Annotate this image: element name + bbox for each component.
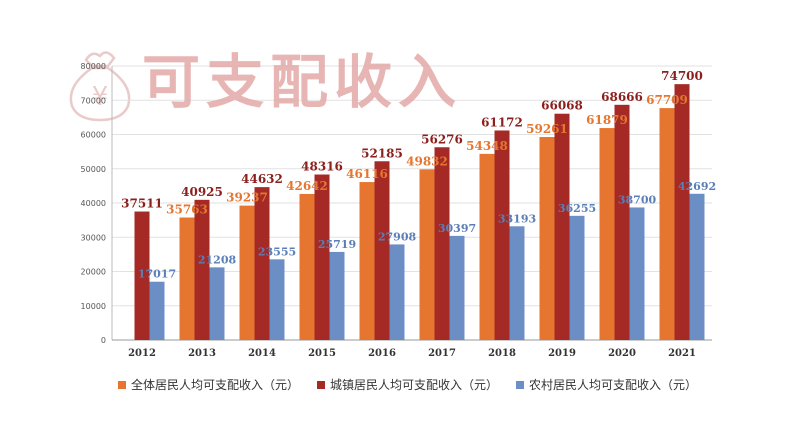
- y-tick-label: 80000: [81, 62, 106, 71]
- data-label: 17017: [138, 268, 176, 281]
- data-label: 66068: [541, 99, 583, 113]
- y-tick-label: 30000: [81, 233, 106, 242]
- bar: [134, 211, 150, 340]
- bar: [434, 147, 450, 340]
- y-tick-label: 70000: [81, 96, 106, 105]
- bar: [254, 187, 270, 340]
- bar: [569, 215, 585, 340]
- bar: [419, 169, 435, 340]
- bar: [449, 235, 465, 340]
- data-label: 39237: [226, 191, 268, 205]
- bar: [329, 251, 345, 340]
- bar: [494, 130, 510, 340]
- bar: [629, 207, 645, 340]
- bar: [539, 137, 555, 340]
- data-label: 56276: [421, 132, 463, 146]
- legend-item-urban: 城镇居民人均可支配收入（元）: [317, 376, 498, 393]
- legend: 全体居民人均可支配收入（元） 城镇居民人均可支配收入（元） 农村居民人均可支配收…: [118, 376, 718, 393]
- bar: [599, 128, 615, 340]
- money-bag-icon: ¥: [69, 51, 131, 122]
- data-label: 48316: [301, 160, 343, 174]
- data-label: 42642: [286, 179, 328, 193]
- x-tick-label: 2020: [608, 348, 636, 359]
- y-tick-label: 50000: [81, 165, 106, 174]
- bar: [614, 104, 630, 341]
- x-tick-label: 2021: [668, 348, 696, 359]
- bar: [239, 205, 255, 340]
- data-label: 68666: [601, 90, 643, 104]
- x-tick-label: 2014: [248, 348, 276, 359]
- data-label: 59261: [526, 122, 568, 136]
- bar: [659, 108, 675, 340]
- x-tick-label: 2013: [188, 348, 216, 359]
- y-tick-label: 0: [101, 336, 106, 345]
- data-label: 25719: [318, 238, 356, 251]
- data-label: 61879: [586, 113, 628, 127]
- data-label: 35763: [166, 203, 208, 217]
- bar: [554, 113, 570, 340]
- bar: [194, 199, 210, 340]
- x-tick-label: 2017: [428, 348, 456, 359]
- bar: [269, 259, 285, 340]
- legend-swatch-rural: [516, 380, 525, 389]
- legend-item-all: 全体居民人均可支配收入（元）: [118, 376, 299, 393]
- legend-item-rural: 农村居民人均可支配收入（元）: [516, 376, 697, 393]
- y-tick-label: 10000: [81, 302, 106, 311]
- data-label: 21208: [198, 253, 237, 266]
- x-tick-label: 2015: [308, 348, 336, 359]
- legend-swatch-urban: [317, 380, 326, 389]
- data-label: 37511: [121, 197, 163, 211]
- data-label: 49832: [406, 154, 448, 168]
- data-label: 23555: [258, 245, 296, 258]
- x-tick-label: 2018: [488, 348, 516, 359]
- x-tick-label: 2016: [368, 348, 396, 359]
- bar: [689, 193, 705, 340]
- bar: [209, 267, 225, 340]
- data-label: 40925: [181, 185, 223, 199]
- data-label: 30397: [438, 222, 476, 235]
- bar: [359, 182, 375, 340]
- bar: [374, 161, 390, 340]
- x-tick-label: 2012: [128, 348, 156, 359]
- data-label: 33193: [498, 212, 536, 225]
- y-tick-label: 40000: [81, 199, 106, 208]
- y-tick-label: 60000: [81, 131, 106, 140]
- legend-label-all: 全体居民人均可支配收入（元）: [131, 378, 300, 392]
- data-label: 42692: [678, 180, 716, 193]
- x-tick-label: 2019: [548, 348, 576, 359]
- data-label: 38700: [618, 193, 657, 206]
- data-label: 36255: [558, 202, 596, 215]
- data-label: 67709: [646, 93, 688, 107]
- svg-text:¥: ¥: [92, 82, 109, 112]
- data-label: 46116: [346, 167, 388, 181]
- data-label: 54348: [466, 139, 508, 153]
- legend-label-rural: 农村居民人均可支配收入（元）: [529, 378, 698, 392]
- data-label: 27908: [378, 230, 417, 243]
- legend-swatch-all: [118, 380, 126, 389]
- bar: [389, 244, 405, 340]
- bar: [149, 281, 165, 340]
- data-label: 52185: [361, 146, 403, 160]
- chart-title: 可支配收入: [142, 48, 462, 116]
- data-label: 74700: [661, 69, 703, 83]
- legend-label-urban: 城镇居民人均可支配收入（元）: [330, 378, 499, 392]
- bar: [299, 193, 315, 340]
- data-label: 44632: [241, 172, 283, 186]
- y-tick-label: 20000: [81, 268, 106, 277]
- bar: [674, 84, 690, 340]
- bar: [314, 174, 330, 340]
- bar: [479, 153, 495, 340]
- data-label: 61172: [481, 115, 523, 129]
- bar: [179, 217, 195, 340]
- bar: [509, 226, 525, 340]
